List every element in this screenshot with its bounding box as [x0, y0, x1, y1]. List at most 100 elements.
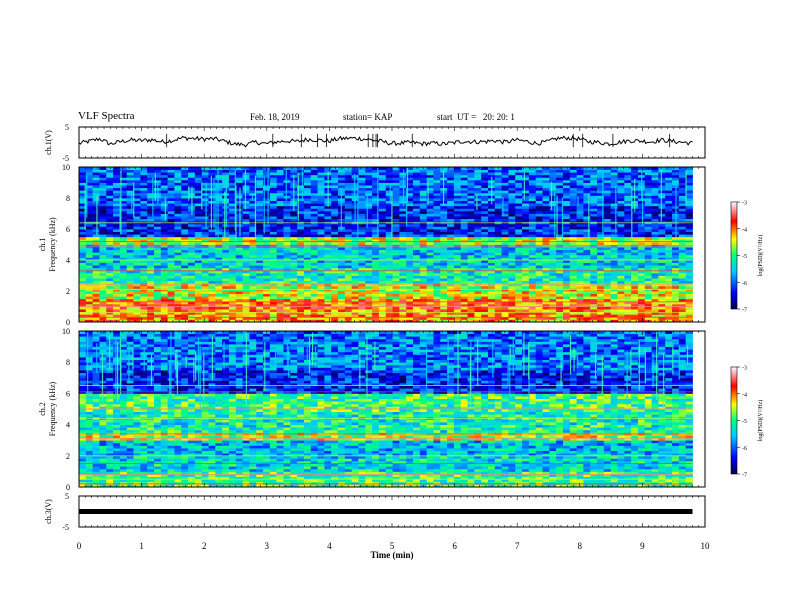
spectrogram-cell	[181, 319, 189, 323]
spectrogram-cell	[467, 213, 475, 217]
spectrogram-cell	[406, 316, 414, 320]
spectrogram-cell	[358, 218, 366, 222]
spectrogram-cell	[331, 229, 339, 232]
spectrogram-cell	[119, 216, 128, 220]
spectrogram-cell	[344, 260, 353, 263]
spectrogram-cell	[399, 265, 407, 269]
spectrogram-cell	[392, 267, 400, 271]
spectrogram-cell	[256, 231, 264, 235]
spectrogram-cell	[228, 293, 237, 297]
spectrogram-cell	[385, 278, 393, 282]
spectrogram-cell	[222, 223, 230, 227]
spectrogram-cell	[467, 185, 475, 189]
spectrogram-cell	[194, 260, 203, 263]
spectrogram-cell	[651, 311, 659, 315]
spectrogram-cell	[297, 198, 305, 201]
spectrogram-cell	[406, 285, 414, 289]
spectrogram-cell	[160, 218, 169, 222]
spectrogram-cell	[651, 270, 659, 274]
spectrogram-cell	[494, 265, 503, 269]
spectrogram-cell	[385, 208, 393, 212]
spectrogram-cell	[215, 272, 223, 276]
spectrogram-cell	[106, 278, 114, 282]
spectrogram-cell	[242, 192, 250, 196]
spectrogram-cell	[494, 223, 503, 227]
spectrogram-cell	[92, 252, 100, 256]
spectrogram-cell	[228, 306, 237, 310]
spectrogram-cell	[276, 260, 284, 263]
spectrogram-cell	[406, 195, 414, 199]
spectrogram-cell	[392, 213, 400, 217]
spectrogram-cell	[617, 241, 625, 245]
spectrogram-cell	[194, 247, 203, 251]
spectrogram-cell	[263, 301, 271, 305]
spectrogram-cell	[133, 208, 141, 212]
spectrogram-cell	[153, 298, 162, 302]
spectrogram-cell	[160, 272, 169, 276]
spectrogram-cell	[283, 262, 291, 266]
spectrogram-cell	[433, 272, 441, 276]
spectrogram-cell	[447, 229, 455, 232]
spectrogram-cell	[378, 270, 387, 274]
spectrogram-cell	[637, 309, 646, 313]
spectrogram-cell	[242, 285, 250, 289]
spectrogram-cell	[181, 257, 189, 261]
spectrogram-cell	[562, 314, 571, 318]
spectrogram-cell	[481, 291, 489, 294]
spectrogram-cell	[235, 236, 243, 240]
spectrogram-cell	[522, 200, 530, 204]
spectrogram-cell	[487, 275, 496, 279]
spectrogram-cell	[283, 272, 291, 276]
spectrogram-cell	[99, 278, 107, 282]
spectrogram-cell	[385, 182, 393, 186]
spectrogram-cell	[358, 316, 366, 320]
spectrogram-cell	[378, 203, 387, 207]
spectrogram-cell	[276, 296, 284, 300]
spectrogram-cell	[153, 177, 162, 181]
spectrogram-cell	[590, 223, 598, 227]
spectrogram-cell	[542, 195, 550, 199]
spectrogram-cell	[228, 187, 237, 191]
spectrogram-cell	[372, 316, 380, 320]
spectrogram-cell	[317, 278, 325, 282]
start-time-label: start UT = 20: 20: 1	[437, 112, 515, 122]
spectrogram-cell	[501, 280, 509, 284]
spectrogram-cell	[494, 254, 503, 258]
spectrogram-cell	[481, 265, 489, 269]
spectrogram-cell	[276, 262, 284, 266]
spectrogram-cell	[624, 179, 632, 183]
spectrogram-cell	[106, 223, 114, 227]
spectrogram-cell	[624, 187, 632, 191]
spectrogram-cell	[460, 260, 468, 263]
spectrogram-cell	[549, 203, 557, 207]
spectrogram-cell	[215, 190, 223, 194]
spectrogram-cell	[147, 234, 155, 238]
spectrogram-cell	[637, 280, 646, 284]
spectrogram-cell	[399, 260, 407, 263]
spectrogram-cell	[590, 195, 598, 199]
spectrogram-cell	[385, 195, 393, 199]
spectrogram-cell	[672, 293, 680, 297]
spectrogram-cell	[460, 254, 468, 258]
spectrogram-cell	[453, 192, 462, 196]
spectrogram-cell	[222, 319, 230, 323]
spectrogram-cell	[631, 288, 639, 292]
spectrogram-cell	[290, 301, 298, 305]
spectrogram-cell	[372, 314, 380, 318]
spectrogram-cell	[126, 213, 134, 217]
spectrogram-cell	[562, 257, 571, 261]
spectrogram-cell	[590, 278, 598, 282]
spectrogram-cell	[147, 249, 155, 253]
spectrogram-cell	[201, 208, 209, 212]
spectrogram-cell	[194, 241, 203, 245]
spectrogram-cell	[358, 241, 366, 245]
spectrogram-cell	[508, 208, 516, 212]
spectrogram-cell	[651, 314, 659, 318]
spectrogram-cell	[494, 306, 503, 310]
spectrogram-cell	[181, 260, 189, 263]
spectrogram-cell	[392, 203, 400, 207]
spectrogram-cell	[85, 265, 94, 269]
spectrogram-cell	[658, 272, 666, 276]
spectrogram-cell	[610, 303, 618, 307]
spectrogram-cell	[467, 182, 475, 186]
